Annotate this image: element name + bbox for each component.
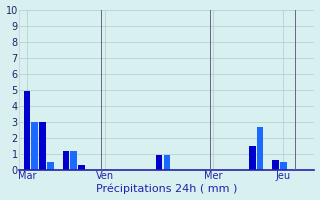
Bar (280, 162, 287, 170)
Bar (62, 151, 69, 170)
Bar (47, 162, 53, 170)
Bar (272, 160, 279, 170)
Bar (257, 127, 263, 170)
Bar (39, 122, 46, 170)
Bar (70, 151, 77, 170)
X-axis label: Précipitations 24h ( mm ): Précipitations 24h ( mm ) (96, 184, 237, 194)
Bar (156, 155, 162, 170)
Bar (249, 146, 256, 170)
Bar (78, 165, 85, 170)
Bar (31, 122, 38, 170)
Bar (164, 155, 170, 170)
Bar (24, 91, 30, 170)
